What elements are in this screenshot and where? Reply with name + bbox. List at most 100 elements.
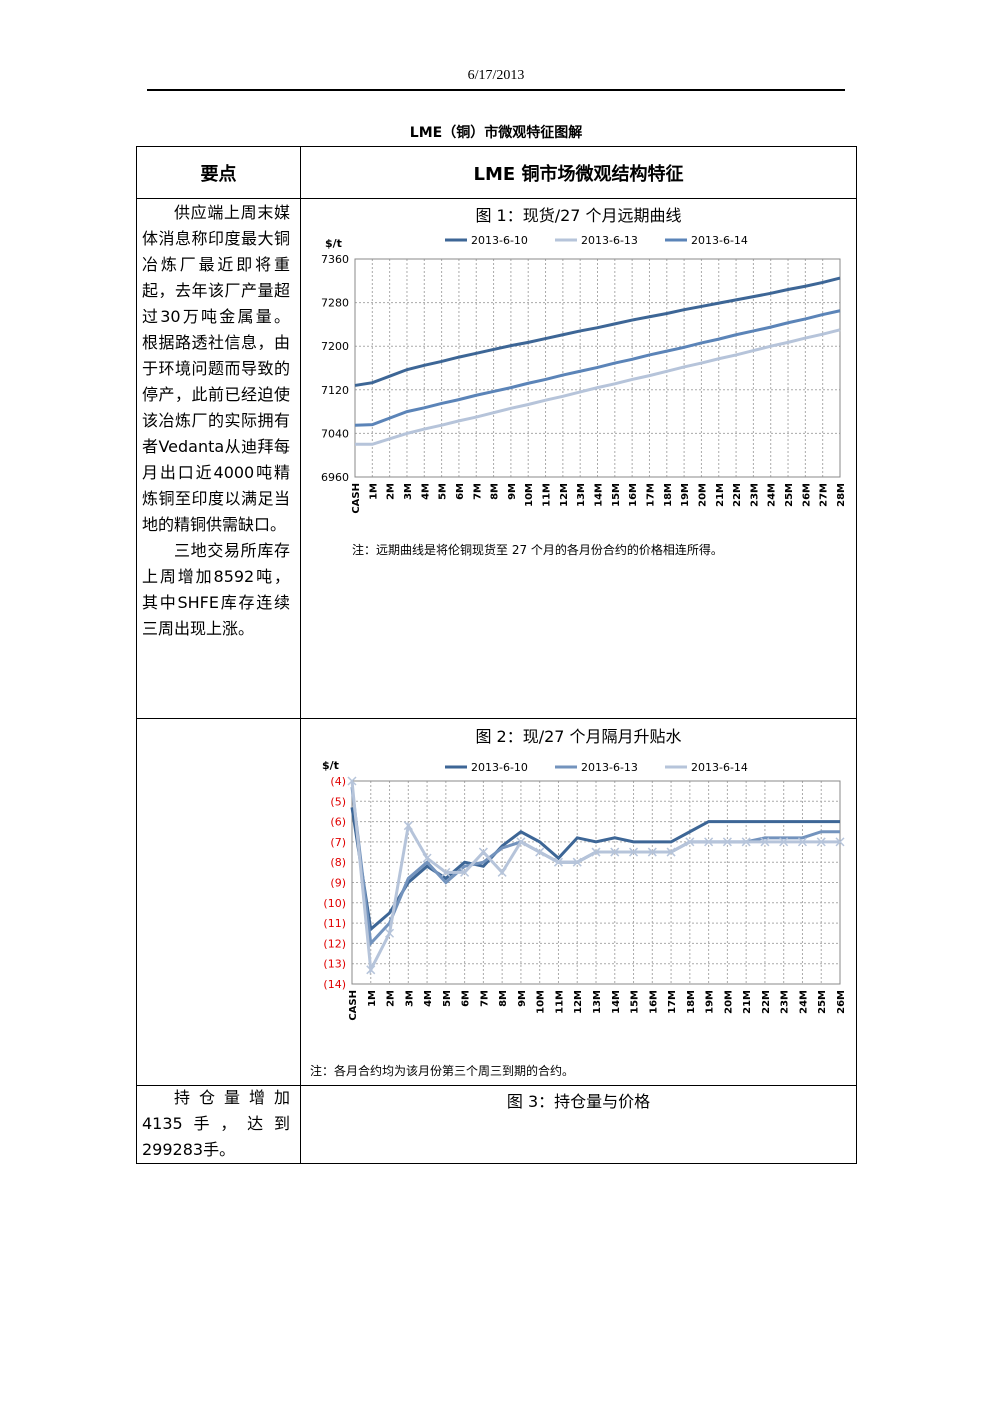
marker — [441, 867, 451, 877]
x-tick-label: 1M — [368, 483, 379, 500]
x-tick-label: 17M — [667, 990, 678, 1014]
points: 持仓量增加4135手，达到299283手。 — [142, 1085, 290, 1163]
marker — [591, 847, 601, 857]
legend-label: 2013-6-14 — [691, 761, 748, 774]
rule — [147, 89, 845, 91]
marker — [553, 857, 563, 867]
x-tick-label: 11M — [542, 483, 553, 507]
x-tick-label: 16M — [628, 483, 639, 507]
x-tick-label: 12M — [559, 483, 570, 507]
y-axis-label: $/t — [325, 237, 342, 250]
plot-frame — [354, 258, 841, 478]
y-tick-label: 6960 — [321, 471, 349, 484]
doc-title: LME（铜）市微观特征图解 — [409, 125, 583, 141]
x-tick-label: 3M — [404, 990, 415, 1007]
marker — [797, 837, 807, 847]
x-tick-label: 28M — [836, 483, 847, 507]
x-tick-label: 8M — [498, 990, 509, 1007]
note: 注：各月合约均为该月份第三个周三到期的合约。 — [310, 1064, 575, 1078]
x-tick-label: 26M — [836, 990, 847, 1014]
marker — [422, 853, 432, 863]
x-tick-label: 6M — [455, 483, 466, 500]
x-tick-label: 2M — [386, 990, 397, 1007]
marker — [572, 857, 582, 867]
figure-title: 图 3：持仓量与价格 — [506, 1092, 651, 1111]
x-tick-label: 20M — [723, 990, 734, 1014]
x-tick-label: 18M — [686, 990, 697, 1014]
x-tick-label: 16M — [648, 990, 659, 1014]
paragraph: 供应端上周末媒体消息称印度最大铜冶炼厂最近即将重起，去年该厂产量超过30万吨金属… — [142, 203, 290, 534]
x-tick-label: 22M — [761, 990, 772, 1014]
x-tick-label: 14M — [594, 483, 605, 507]
cell — [136, 718, 301, 1086]
note: 注：远期曲线是将伦铜现货至 27 个月的各月份合约的价格相连所得。 — [352, 543, 723, 557]
marker — [779, 837, 789, 847]
series-line — [354, 276, 841, 387]
x-tick-label: 14M — [611, 990, 622, 1014]
cell — [300, 1085, 857, 1164]
x-tick-label: 6M — [461, 990, 472, 1007]
marker — [516, 837, 526, 847]
x-tick-label: CASH — [351, 483, 362, 514]
legend-label: 2013-6-14 — [691, 234, 748, 247]
x-tick-label: 17M — [645, 483, 656, 507]
points: 供应端上周末媒体消息称印度最大铜冶炼厂最近即将重起，去年该厂产量超过30万吨金属… — [142, 200, 290, 642]
x-tick-label: 5M — [438, 483, 449, 500]
x-tick-label: 18M — [663, 483, 674, 507]
x-tick-label: 15M — [630, 990, 641, 1014]
x-tick-label: 19M — [680, 483, 691, 507]
y-tick-label: 7200 — [321, 340, 349, 353]
legend-label: 2013-6-10 — [471, 234, 528, 247]
table-header: 要点 — [200, 164, 237, 185]
y-tick-label: (7) — [330, 836, 346, 849]
y-tick-label: 7120 — [321, 384, 349, 397]
x-tick-label: 9M — [507, 483, 518, 500]
y-tick-label: 7040 — [321, 427, 349, 440]
marker — [704, 837, 714, 847]
x-tick-label: 13M — [592, 990, 603, 1014]
x-tick-label: CASH — [348, 990, 359, 1021]
marker — [460, 867, 470, 877]
y-tick-label: 7280 — [321, 297, 349, 310]
series-line — [355, 328, 841, 446]
y-tick-label: (5) — [330, 795, 346, 808]
x-tick-label: 20M — [697, 483, 708, 507]
plot-frame — [351, 780, 841, 985]
marker — [610, 847, 620, 857]
marker — [478, 847, 488, 857]
y-tick-label: (10) — [323, 897, 346, 910]
marker — [816, 837, 826, 847]
x-tick-label: 24M — [798, 990, 809, 1014]
marker — [685, 837, 695, 847]
x-tick-label: 10M — [536, 990, 547, 1014]
x-tick-label: 22M — [732, 483, 743, 507]
paragraph: 持仓量增加4135手，达到299283手。 — [142, 1088, 290, 1159]
series-line — [354, 309, 841, 427]
y-tick-label: 7360 — [321, 253, 349, 266]
marker — [629, 847, 639, 857]
x-tick-label: 5M — [442, 990, 453, 1007]
x-tick-label: 4M — [423, 990, 434, 1007]
x-tick-label: 23M — [780, 990, 791, 1014]
figure-title: 图 1：现货/27 个月远期曲线 — [475, 206, 682, 225]
x-tick-label: 10M — [524, 483, 535, 507]
x-tick-label: 27M — [819, 483, 830, 507]
marker — [741, 837, 751, 847]
x-tick-label: 21M — [742, 990, 753, 1014]
legend-label: 2013-6-10 — [471, 761, 528, 774]
marker — [835, 837, 845, 847]
marker — [385, 928, 395, 938]
y-tick-label: (4) — [330, 775, 346, 788]
y-tick-label: (12) — [323, 937, 346, 950]
x-tick-label: 1M — [367, 990, 378, 1007]
date: 6/17/2013 — [467, 68, 525, 83]
table-header: LME 铜市场微观结构特征 — [473, 164, 684, 185]
marker — [347, 776, 357, 786]
marker — [760, 837, 770, 847]
figure-title: 图 2：现/27 个月隔月升贴水 — [475, 727, 682, 746]
y-tick-label: (11) — [323, 917, 346, 930]
x-tick-label: 21M — [715, 483, 726, 507]
marker — [366, 965, 376, 975]
x-tick-label: 15M — [611, 483, 622, 507]
